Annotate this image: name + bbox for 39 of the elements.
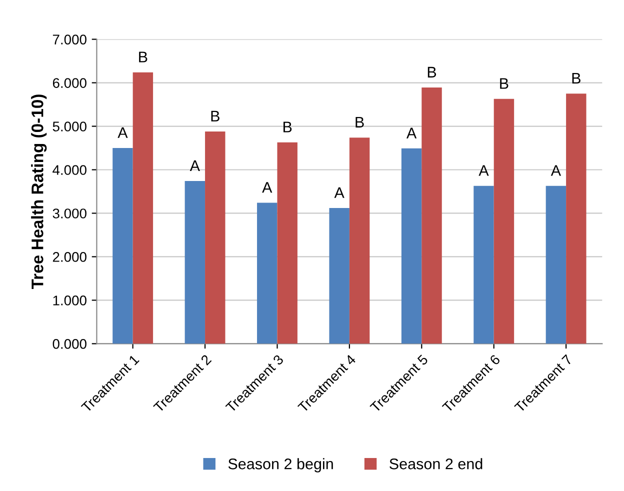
bar [401,148,422,344]
data-label: A [550,165,562,176]
data-label: B [284,122,292,132]
bar [132,72,154,344]
bar [546,186,566,344]
data-label: A [262,182,272,193]
data-label: A [118,127,128,138]
bar [494,98,514,344]
y-tick-label: 1.000 [53,296,86,306]
bar [329,208,350,344]
bar [184,181,206,344]
bar [277,142,298,344]
y-tick-label: 2.000 [52,252,86,262]
data-label: B [428,66,436,78]
data-label: B [211,110,220,122]
y-tick-label: 4.000 [52,165,86,175]
bar [349,138,370,344]
data-label: B [356,116,364,128]
data-label: B [139,52,148,62]
data-label: A [406,128,417,138]
legend-label: Season 2 end [390,458,482,470]
y-tick-label: 6.000 [52,78,86,88]
data-label: A [334,187,344,198]
data-label: B [572,73,580,84]
bar [474,186,494,344]
y-tick-label: 5.000 [52,122,86,132]
bar [566,94,586,344]
y-tick-label: 3.000 [52,208,86,218]
y-axis-title: Tree Health Rating (0-10) [31,94,47,290]
data-label: A [190,160,200,171]
bar [112,148,133,344]
y-tick-label: 0.000 [52,339,86,349]
bar [205,131,226,344]
data-label: A [478,165,489,176]
bar [422,88,442,344]
data-label: B [500,78,508,89]
legend-label: Season 2 begin [228,458,333,472]
bar [257,202,278,344]
y-tick-label: 7.000 [52,34,86,44]
